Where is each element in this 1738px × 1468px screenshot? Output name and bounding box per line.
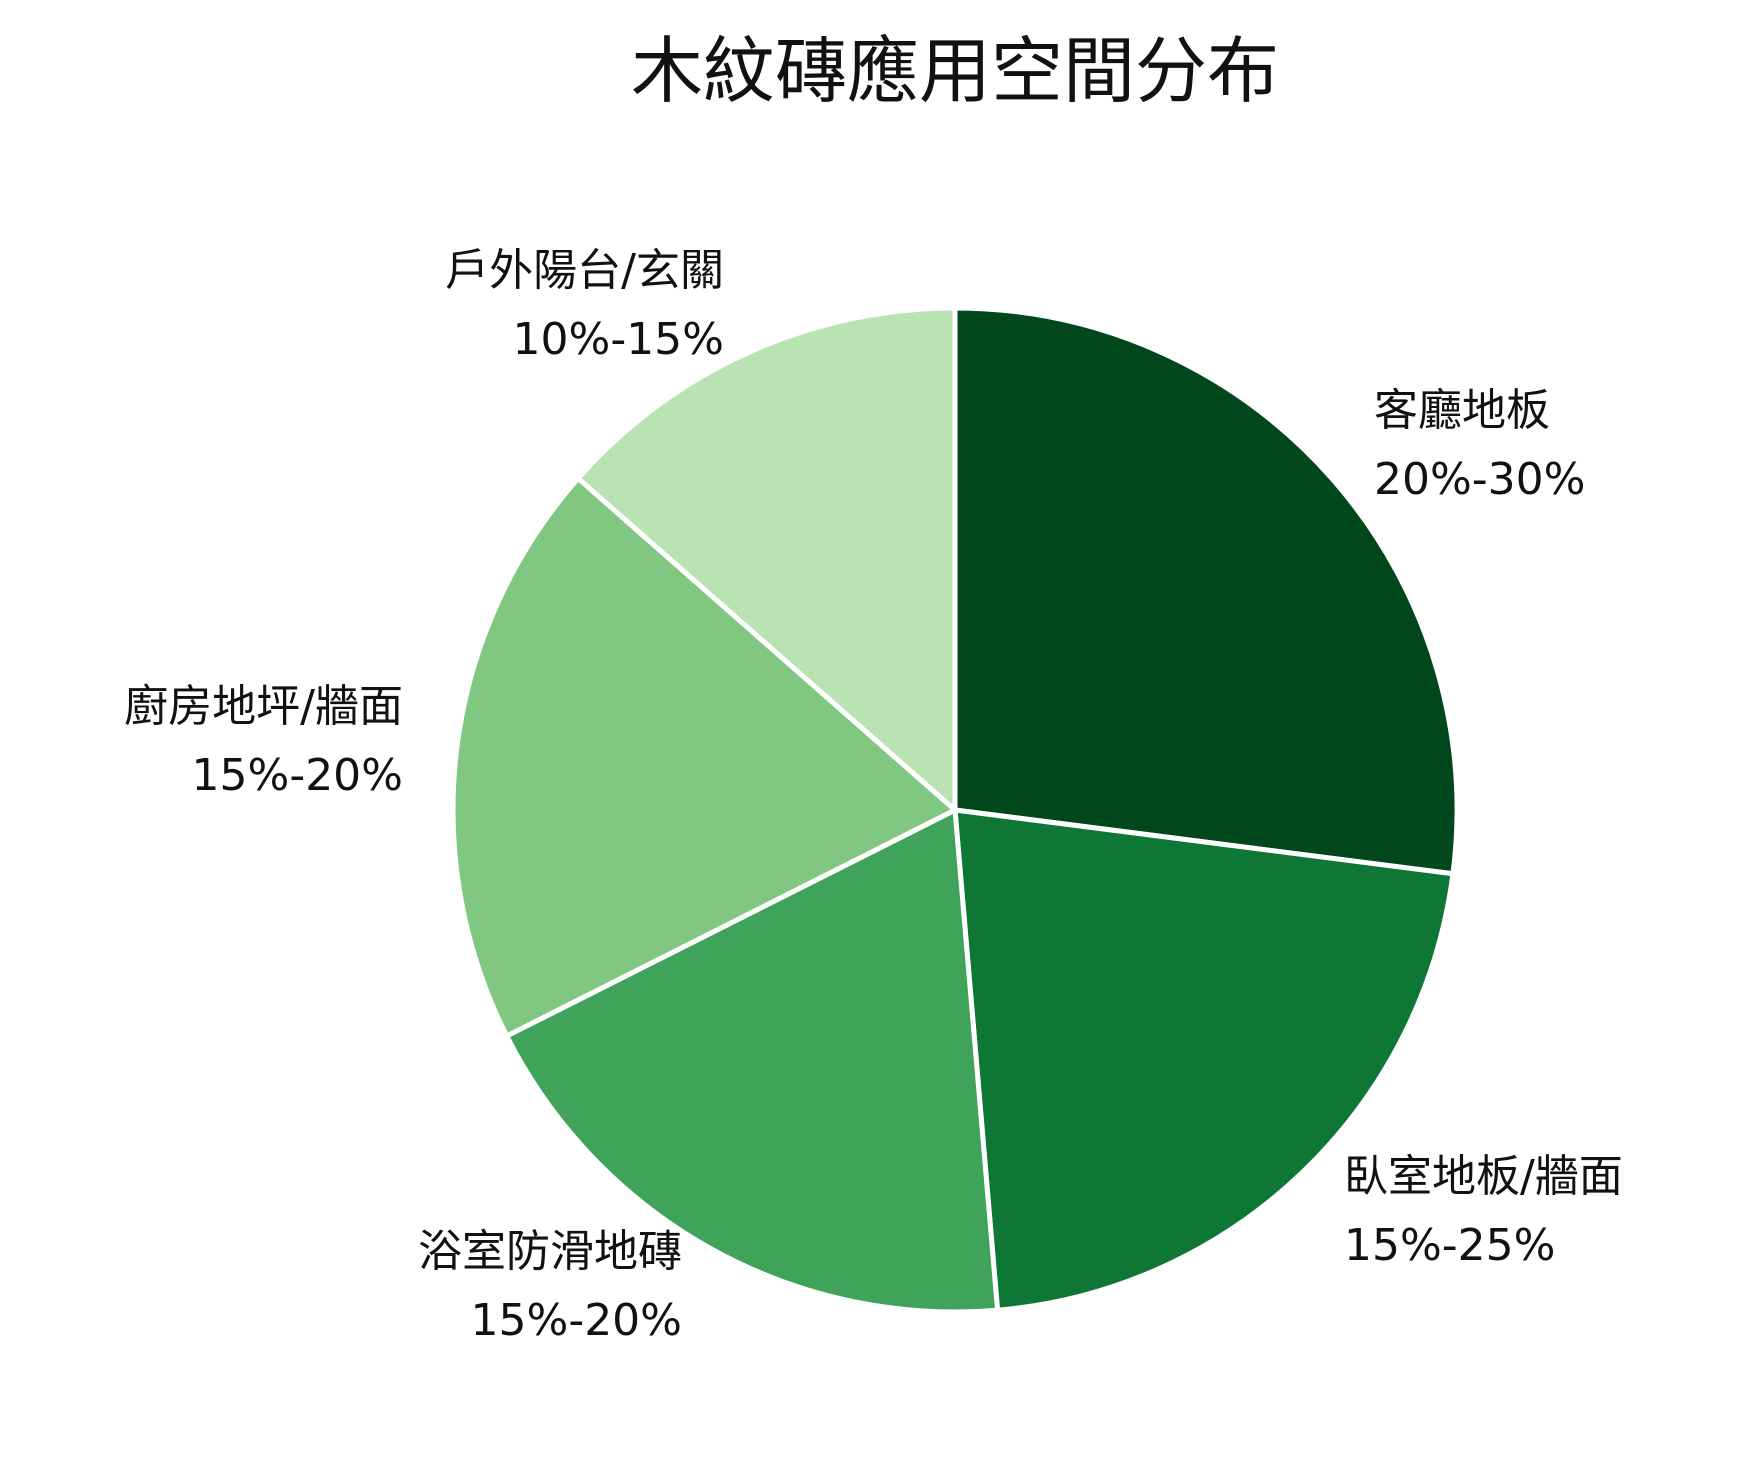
pie-slices <box>450 305 1460 1315</box>
slice-value-label-3: 15%-20% <box>192 750 403 801</box>
slice-value-label-2: 15%-20% <box>471 1295 682 1346</box>
slice-value-label-4: 10%-15% <box>513 314 724 365</box>
slice-label-group-4: 戶外陽台/玄關 10%-15% <box>445 245 724 365</box>
slice-value-label-0: 20%-30% <box>1374 454 1585 505</box>
pie-slice-4 <box>575 305 958 813</box>
slice-value-label-1: 15%-25% <box>1344 1220 1555 1271</box>
slice-label-group-1: 臥室地板/牆面 15%-25% <box>1344 1151 1623 1271</box>
slice-label-group-3: 廚房地坪/牆面 15%-20% <box>124 681 403 801</box>
slice-label-1: 臥室地板/牆面 <box>1344 1151 1623 1202</box>
slice-label-group-0: 客廳地板 20%-30% <box>1374 385 1585 505</box>
slice-label-2: 浴室防滑地磚 <box>418 1226 682 1277</box>
chart-title: 木紋磚應用空間分布 <box>631 29 1279 113</box>
slice-label-0: 客廳地板 <box>1374 385 1550 436</box>
pie-slice-2 <box>504 807 1001 1315</box>
pie-slice-3 <box>450 475 958 1039</box>
slice-label-group-2: 浴室防滑地磚 15%-20% <box>418 1226 682 1346</box>
slice-label-4: 戶外陽台/玄關 <box>445 245 724 296</box>
slice-label-3: 廚房地坪/牆面 <box>124 681 403 732</box>
pie-slice-1 <box>952 807 1456 1313</box>
pie-slice-0 <box>952 305 1460 877</box>
